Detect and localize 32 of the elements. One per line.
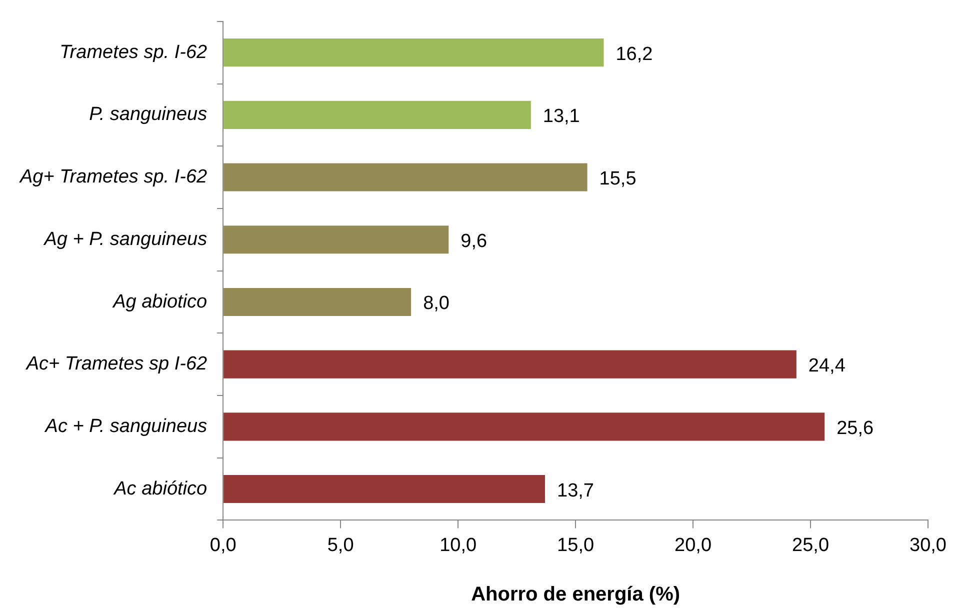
x-tick-label: 5,0 xyxy=(327,534,354,556)
y-tick-label: Ac abiótico xyxy=(113,478,208,500)
data-label: 25,6 xyxy=(836,418,874,439)
data-label: 15,5 xyxy=(599,168,636,190)
data-label: 8,0 xyxy=(423,293,450,314)
data-label: 24,4 xyxy=(808,356,846,377)
y-tick-label: Ac+ Trametes sp I-62 xyxy=(25,354,208,375)
data-label: 13,7 xyxy=(556,480,594,502)
bar xyxy=(224,38,604,67)
bar xyxy=(224,163,588,192)
data-label: 16,2 xyxy=(616,44,653,65)
bar xyxy=(224,474,545,504)
y-tick-label: Ag+ Trametes sp. I-62 xyxy=(18,166,208,188)
data-label: 13,1 xyxy=(542,106,580,128)
bar xyxy=(224,412,825,441)
bar xyxy=(224,288,412,316)
data-label: 9,6 xyxy=(460,230,488,252)
x-tick-label: 10,0 xyxy=(440,534,477,556)
x-tick-label: 0,0 xyxy=(210,534,236,556)
y-tick-label: Trametes sp. I-62 xyxy=(60,42,208,63)
x-tick-label: 15,0 xyxy=(557,534,594,556)
y-tick-label: Ag + P. sanguineus xyxy=(43,228,208,250)
x-tick-label: 30,0 xyxy=(910,534,946,556)
y-tick-label: Ag abiotico xyxy=(112,291,208,312)
bar xyxy=(224,350,796,378)
y-tick-label: Ac + P. sanguineus xyxy=(44,416,208,437)
x-axis-title: Ahorro de energía (%) xyxy=(471,584,680,606)
x-tick-label: 20,0 xyxy=(674,534,712,556)
bar xyxy=(224,100,531,129)
x-tick-label: 25,0 xyxy=(792,534,830,556)
bar xyxy=(224,226,449,254)
y-tick-label: P. sanguineus xyxy=(89,104,208,126)
